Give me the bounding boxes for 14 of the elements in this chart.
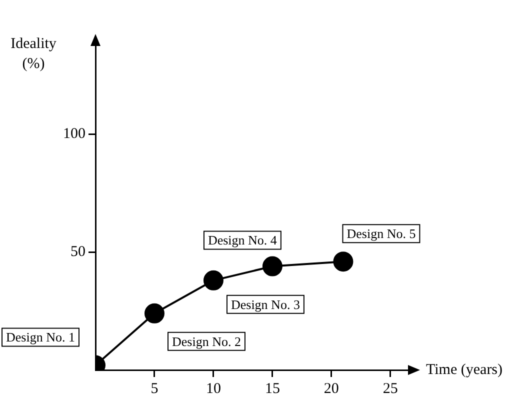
x-tick-label: 5 <box>150 380 158 397</box>
x-tick-label: 15 <box>264 380 280 397</box>
annotation: Design No. 4 <box>208 232 278 248</box>
x-tick-label: 25 <box>382 380 398 397</box>
x-tick-label: 20 <box>324 380 339 397</box>
annotation: Design No. 1 <box>6 330 75 345</box>
annotation: Design No. 5 <box>346 226 416 241</box>
x-axis-title: Time (years) <box>426 362 503 378</box>
y-tick-label: 50 <box>70 244 86 260</box>
x-tick-label: 10 <box>206 380 221 397</box>
annotation: Design No. 2 <box>172 334 241 349</box>
annotation: Design No. 3 <box>230 296 300 312</box>
y-axis-title: Ideality (%) <box>10 36 57 72</box>
y-tick-label: 100 <box>63 126 86 142</box>
